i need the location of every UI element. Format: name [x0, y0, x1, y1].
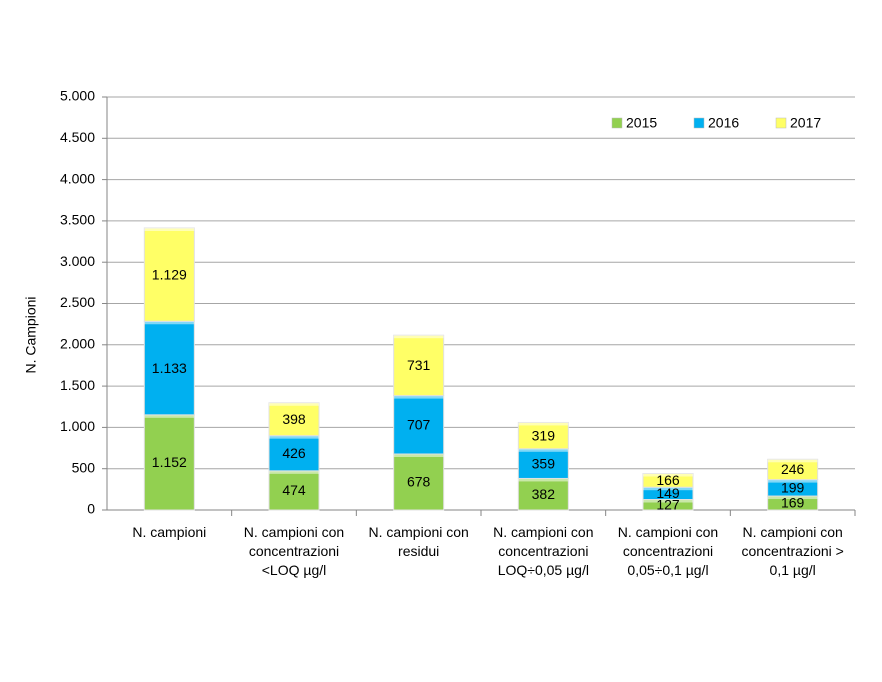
data-label: 169 [781, 495, 805, 511]
data-label: 246 [781, 461, 805, 477]
legend-label: 2015 [626, 115, 657, 131]
data-label: 1.129 [152, 266, 187, 282]
bar-segment [143, 227, 195, 322]
y-tick-label: 4.500 [60, 129, 95, 145]
bar-segment [393, 334, 445, 397]
bar-highlight [269, 402, 319, 406]
y-tick-label: 5.000 [60, 88, 95, 104]
bar-highlight [643, 487, 693, 491]
data-label: 707 [407, 417, 431, 433]
data-label: 1.152 [152, 454, 187, 470]
legend-label: 2016 [708, 115, 739, 131]
y-tick-label: 1.000 [60, 418, 95, 434]
bar-highlight [643, 473, 693, 477]
data-label: 1.133 [152, 360, 187, 376]
bar-highlight [518, 478, 569, 482]
y-axis-title: N. Campioni [23, 296, 39, 373]
y-tick-label: 2.000 [60, 336, 95, 352]
bar-segment [517, 448, 569, 479]
bar-highlight [393, 395, 444, 399]
bar-segment [393, 395, 445, 455]
y-tick-label: 500 [72, 459, 96, 475]
y-tick-label: 3.500 [60, 212, 95, 228]
bar-highlight [144, 414, 195, 418]
x-tick-label: N. campioni con concentrazioni LOQ÷0,05 … [493, 524, 594, 578]
y-tick-label: 0 [87, 501, 95, 517]
bar-highlight [144, 321, 195, 325]
legend-swatch [693, 117, 705, 129]
data-label: 359 [532, 455, 556, 471]
bar-highlight [144, 228, 195, 232]
x-tick-label: N. campioni con residui [368, 524, 469, 559]
x-tick-label: N. campioni [132, 524, 207, 540]
bar-segment [517, 477, 569, 511]
bar-segment [143, 414, 195, 511]
data-label: 474 [282, 482, 306, 498]
data-label: 731 [407, 357, 431, 373]
bar-segment [143, 320, 195, 416]
legend-label: 2017 [790, 115, 821, 131]
legend-swatch [611, 117, 623, 129]
bar-highlight [643, 499, 693, 503]
bar-highlight [393, 453, 444, 457]
bar-highlight [767, 479, 818, 483]
data-label: 319 [532, 427, 556, 443]
x-tick-label: N. campioni con concentrazioni <LOQ µg/l [243, 524, 345, 578]
x-tick-label: N. campioni con concentrazioni 0,05÷0,1 … [617, 524, 719, 578]
bar-highlight [518, 448, 569, 452]
bar-highlight [767, 496, 818, 500]
y-tick-label: 4.000 [60, 170, 95, 186]
bar-highlight [767, 459, 818, 463]
data-label: 199 [781, 480, 805, 496]
bar-highlight [269, 470, 319, 474]
data-label: 398 [282, 411, 306, 427]
data-label: 127 [656, 496, 680, 512]
bar-segment [268, 470, 320, 511]
y-tick-label: 1.500 [60, 377, 95, 393]
x-tick-label: N. campioni con concentrazioni > 0,1 µg/… [741, 524, 844, 578]
data-label: 382 [532, 486, 556, 502]
legend-swatch [775, 117, 787, 129]
bar-highlight [269, 435, 319, 439]
y-tick-label: 3.000 [60, 253, 95, 269]
data-label: 678 [407, 474, 431, 490]
y-tick-label: 2.500 [60, 294, 95, 310]
data-label: 149 [656, 485, 680, 501]
bar-segment [393, 453, 445, 511]
data-label: 426 [282, 445, 306, 461]
bar-segment [268, 435, 320, 472]
bar-highlight [393, 335, 444, 339]
bar-highlight [518, 422, 569, 426]
data-label: 166 [656, 472, 680, 488]
